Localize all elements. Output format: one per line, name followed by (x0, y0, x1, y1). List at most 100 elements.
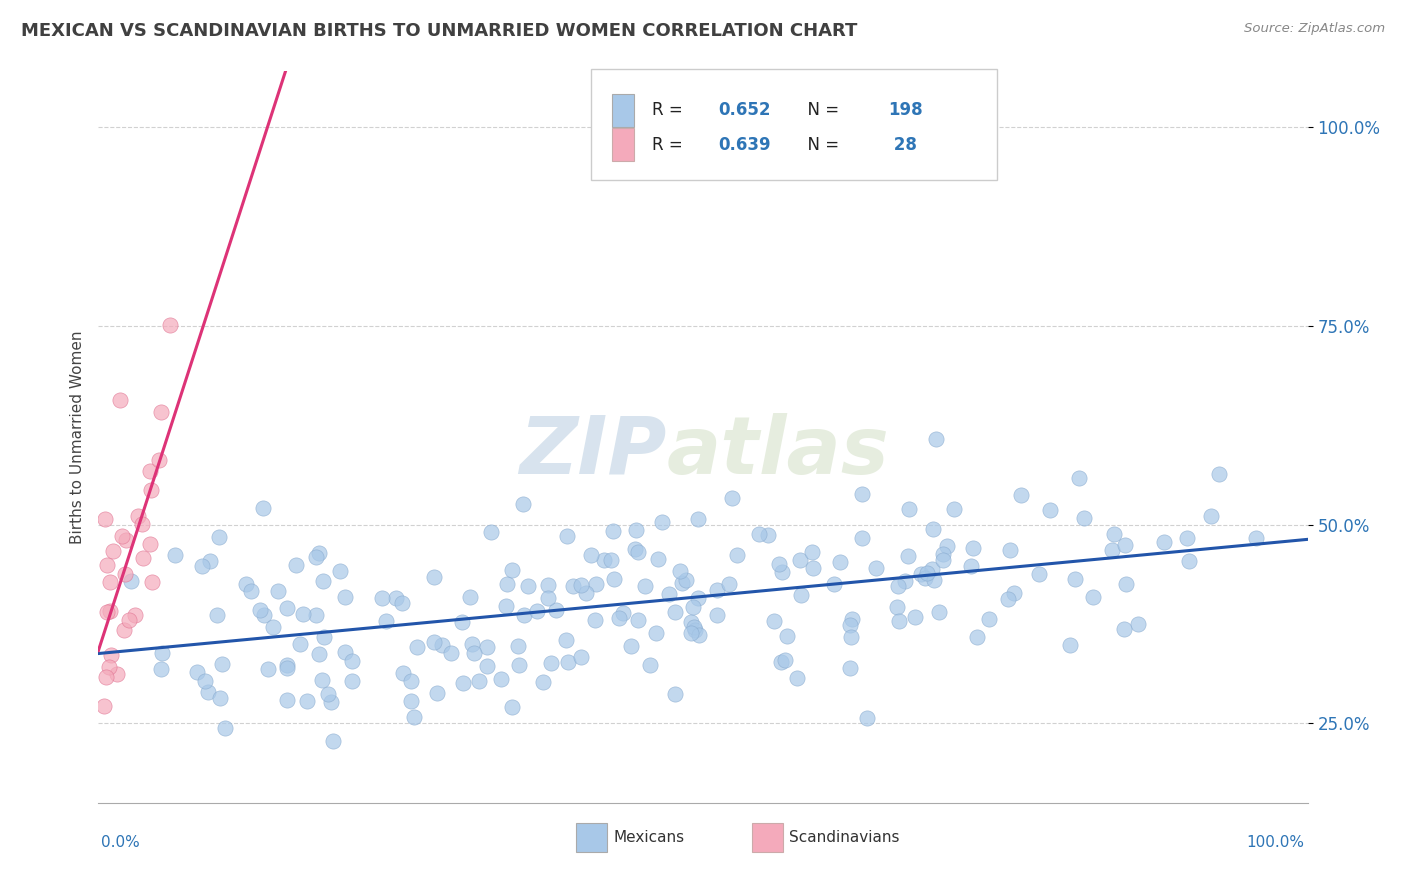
Point (149, 662, 172, 676)
Point (1208, 467, 1230, 481)
Point (540, 657, 562, 671)
Point (127, 508, 149, 523)
Point (305, 549, 328, 564)
Point (1178, 554, 1201, 568)
Point (214, 721, 236, 735)
Point (1039, 503, 1062, 517)
Point (706, 583, 728, 598)
Point (626, 613, 648, 627)
Point (531, 675, 554, 690)
Point (579, 548, 602, 562)
Point (329, 564, 352, 578)
Point (194, 674, 217, 689)
Point (557, 655, 579, 669)
Point (1199, 509, 1222, 524)
Point (624, 523, 647, 537)
Point (141, 574, 163, 589)
Text: 0.652: 0.652 (718, 101, 772, 120)
Point (1028, 566, 1050, 581)
Point (977, 612, 1000, 626)
Point (262, 620, 284, 634)
Point (440, 646, 463, 660)
Point (756, 528, 779, 542)
Point (800, 544, 823, 558)
Point (150, 646, 173, 660)
Point (914, 571, 936, 585)
Point (664, 687, 686, 701)
Point (311, 673, 333, 687)
Point (105, 667, 128, 681)
Point (897, 549, 920, 563)
Point (98, 604, 121, 618)
Point (93, 698, 115, 713)
Point (682, 620, 704, 634)
Point (1002, 586, 1025, 600)
Point (790, 588, 813, 602)
Point (600, 553, 623, 567)
Point (922, 522, 945, 536)
Point (887, 579, 910, 593)
Point (458, 590, 481, 604)
Point (1101, 542, 1123, 557)
Point (664, 605, 686, 619)
Point (475, 640, 498, 654)
Point (886, 599, 908, 614)
Point (915, 566, 938, 580)
Point (139, 536, 162, 550)
Point (1067, 471, 1090, 485)
Point (508, 658, 530, 673)
Point (773, 653, 796, 667)
Point (651, 515, 673, 529)
Point (803, 560, 825, 574)
Point (208, 691, 231, 706)
Point (124, 607, 146, 622)
Point (569, 649, 592, 664)
Text: Mexicans: Mexicans (613, 830, 685, 845)
Point (98, 574, 121, 589)
Point (603, 573, 626, 587)
Point (562, 579, 585, 593)
Point (887, 615, 910, 629)
Point (501, 562, 523, 576)
Point (312, 630, 335, 644)
Point (198, 554, 221, 568)
Point (770, 565, 793, 579)
Point (1000, 542, 1022, 557)
Point (340, 674, 363, 689)
Point (658, 587, 681, 601)
Text: R =: R = (652, 101, 688, 120)
Point (966, 630, 988, 644)
Point (921, 562, 943, 576)
Point (426, 686, 449, 700)
Point (318, 687, 340, 701)
Point (903, 609, 925, 624)
Point (252, 501, 274, 516)
Text: Scandinavians: Scandinavians (789, 830, 900, 845)
Point (257, 662, 280, 676)
Point (266, 583, 288, 598)
Point (685, 624, 707, 638)
Text: 0.0%: 0.0% (101, 836, 141, 850)
Point (839, 630, 862, 644)
Point (108, 393, 131, 408)
Point (131, 517, 153, 532)
Point (910, 566, 932, 581)
Point (932, 553, 955, 567)
Point (333, 590, 356, 604)
Point (1102, 526, 1125, 541)
FancyBboxPatch shape (613, 128, 634, 161)
Point (292, 607, 315, 621)
Point (645, 626, 668, 640)
Point (828, 555, 851, 569)
Point (627, 544, 650, 558)
Point (851, 531, 873, 545)
Text: Source: ZipAtlas.com: Source: ZipAtlas.com (1244, 22, 1385, 36)
Point (477, 659, 499, 673)
Point (669, 564, 692, 578)
Point (997, 592, 1019, 607)
Point (276, 658, 298, 673)
Point (569, 578, 592, 592)
Point (647, 552, 669, 566)
FancyBboxPatch shape (613, 94, 634, 127)
Point (432, 639, 454, 653)
